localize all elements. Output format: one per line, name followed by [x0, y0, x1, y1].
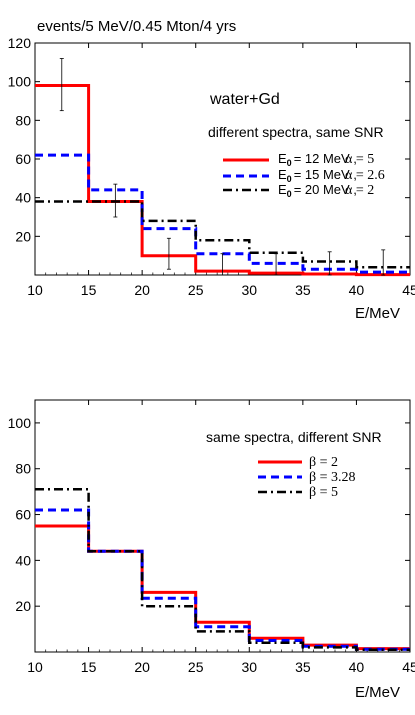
top-legend: E0 = 12 MeV , α = 5 E0 = 15 MeV , α = 2.6 … — [223, 151, 385, 199]
top-x-tick-label: 10 — [27, 282, 43, 298]
bottom-y-tick-label: 80 — [15, 461, 31, 477]
top-x-tick-label: 45 — [402, 282, 415, 298]
bottom-x-tick-label: 40 — [349, 659, 365, 675]
bottom-legend-label-2: β = 5 — [309, 485, 338, 500]
top-legend-alpha-2: α = 2 — [345, 183, 374, 198]
top-y-tick-label: 60 — [15, 151, 31, 167]
bottom-y-tick-label: 100 — [8, 415, 32, 431]
bottom-x-tick-label: 20 — [134, 659, 150, 675]
top-x-tick-label: 15 — [81, 282, 97, 298]
top-y-tick-label: 80 — [15, 112, 31, 128]
top-x-tick-label: 30 — [241, 282, 257, 298]
bottom-series-1-line — [35, 508, 410, 651]
bottom-x-tick-label: 30 — [241, 659, 257, 675]
top-annotation-spectra: different spectra, same SNR — [208, 124, 384, 140]
top-legend-label-1: E0 = 15 MeV , — [278, 167, 357, 184]
top-legend-label-0: E0 = 12 MeV , — [278, 151, 357, 168]
top-legend-alpha-1: α = 2.6 — [345, 168, 385, 183]
top-legend-alpha-0: α = 5 — [345, 152, 374, 167]
bottom-legend: β = 2 β = 3.28 β = 5 — [258, 455, 356, 500]
top-y-tick-label: 20 — [15, 228, 31, 244]
top-annotation-water-gd: water+Gd — [209, 91, 280, 108]
bottom-y-tick-label: 60 — [15, 507, 31, 523]
top-series-2-line — [35, 200, 410, 269]
top-y-tick-label: 120 — [8, 35, 32, 51]
top-x-ticks: 10 15 20 25 30 35 40 45 — [27, 43, 415, 298]
top-chart-title: events/5 MeV/0.45 Mton/4 yrs — [37, 18, 236, 35]
top-error-bars — [59, 58, 386, 276]
bottom-x-tick-label: 10 — [27, 659, 43, 675]
bottom-y-tick-label: 20 — [15, 598, 31, 614]
bottom-x-ticks: 10 15 20 25 30 35 40 45 — [27, 400, 415, 675]
bottom-series-2-line — [35, 488, 410, 651]
bottom-legend-label-1: β = 3.28 — [309, 470, 356, 485]
top-chart: events/5 MeV/0.45 Mton/4 yrs 10 15 20 25 30 3… — [8, 18, 415, 322]
top-y-ticks: 20 40 60 80 100 120 — [8, 35, 410, 244]
bottom-y-tick-label: 40 — [15, 552, 31, 568]
bottom-annotation-spectra: same spectra, different SNR — [206, 429, 382, 445]
bottom-x-tick-label: 45 — [402, 659, 415, 675]
bottom-x-tick-label: 25 — [188, 659, 204, 675]
top-x-tick-label: 20 — [134, 282, 150, 298]
top-x-tick-label: 35 — [295, 282, 311, 298]
top-x-tick-label: 40 — [349, 282, 365, 298]
bottom-x-axis-label: E/MeV — [355, 684, 400, 701]
top-x-tick-label: 25 — [188, 282, 204, 298]
top-x-axis-label: E/MeV — [355, 305, 400, 322]
top-legend-label-2: E0 = 20 MeV , — [278, 182, 357, 199]
bottom-x-tick-label: 15 — [81, 659, 97, 675]
top-y-tick-label: 40 — [15, 190, 31, 206]
top-y-tick-label: 100 — [8, 74, 32, 90]
bottom-series-group — [35, 488, 410, 651]
bottom-chart: 10 15 20 25 30 35 40 45 20 40 60 80 100 same spectr… — [8, 399, 415, 701]
bottom-legend-label-0: β = 2 — [309, 455, 338, 470]
bottom-x-tick-label: 35 — [295, 659, 311, 675]
bottom-y-ticks: 20 40 60 80 100 — [8, 415, 410, 614]
